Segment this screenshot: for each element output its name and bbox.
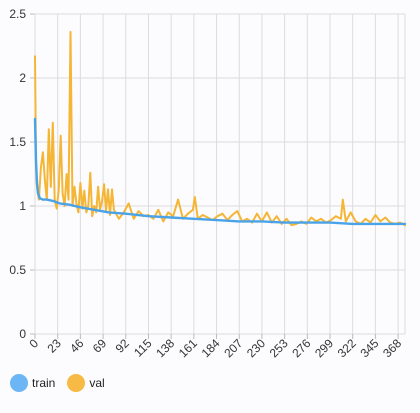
series-lines <box>33 30 407 227</box>
x-tick-label: 46 <box>67 336 87 356</box>
y-tick-label: 2.5 <box>9 7 26 21</box>
grid-lines <box>30 13 406 339</box>
x-tick-label: 161 <box>176 336 200 360</box>
y-tick-label: 0 <box>19 327 26 341</box>
x-tick-label: 276 <box>289 336 313 360</box>
legend: train val <box>10 374 111 392</box>
legend-swatch-val <box>67 374 86 392</box>
x-tick-label: 299 <box>312 336 336 360</box>
x-tick-label: 253 <box>267 336 291 360</box>
y-tick-label: 0.5 <box>9 263 26 277</box>
series-line-train <box>33 117 407 226</box>
x-tick-label: 207 <box>221 336 245 360</box>
x-tick-label: 138 <box>153 336 177 360</box>
x-tick-label: 184 <box>199 336 223 360</box>
x-tick-label: 368 <box>380 336 404 360</box>
legend-swatch-train <box>10 374 28 392</box>
x-tick-label: 92 <box>113 336 133 356</box>
legend-item-val[interactable]: val <box>67 374 105 392</box>
legend-label-train: train <box>32 376 56 390</box>
x-tick-label: 23 <box>44 336 64 356</box>
series-line-val <box>34 30 406 227</box>
x-tick-label: 69 <box>90 336 110 356</box>
y-axis-ticks: 0 0.5 1 1.5 2 2.5 <box>9 7 26 341</box>
x-tick-label: 345 <box>357 336 381 360</box>
x-axis-ticks: 0 23 46 69 92 1151381611842072302532762993223… <box>26 336 404 360</box>
legend-item-train[interactable]: train <box>10 374 55 392</box>
legend-label-val: val <box>89 376 105 390</box>
x-tick-label: 115 <box>131 336 155 360</box>
x-tick-label: 0 <box>26 336 41 351</box>
y-tick-label: 2 <box>19 71 26 85</box>
x-tick-label: 322 <box>335 336 359 360</box>
x-tick-label: 230 <box>244 336 268 360</box>
y-tick-label: 1 <box>19 199 26 213</box>
y-tick-label: 1.5 <box>9 135 26 149</box>
